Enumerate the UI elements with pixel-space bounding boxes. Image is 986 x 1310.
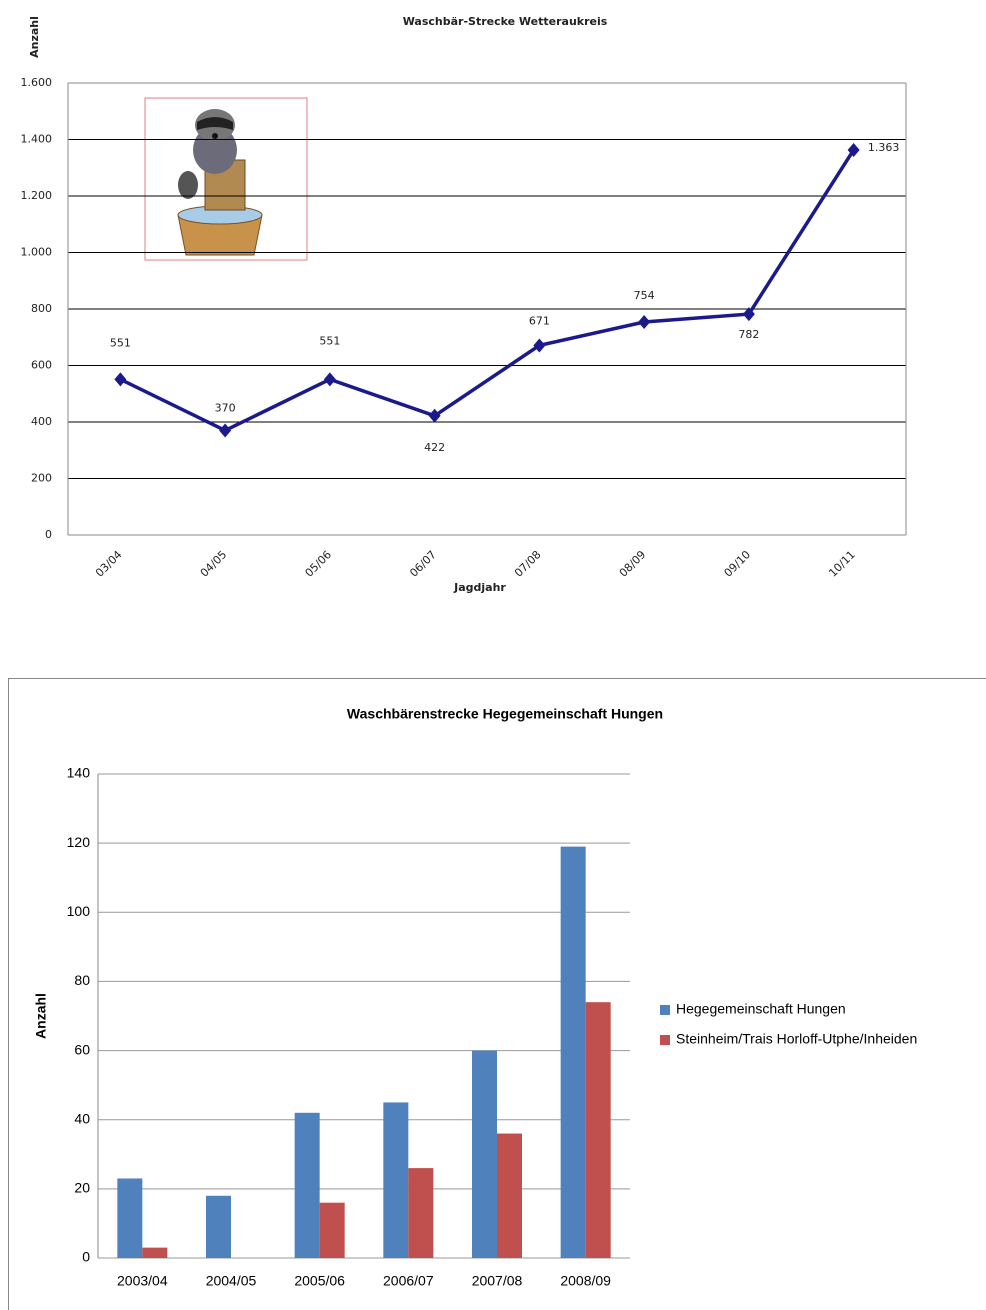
x-axis-title: Jagdjahr — [453, 581, 506, 594]
legend-label: Steinheim/Trais Horloff-Utphe/Inheiden — [676, 1031, 917, 1047]
bar — [206, 1195, 231, 1258]
data-label: 551 — [110, 336, 131, 349]
x-tick-label: 08/09 — [617, 548, 649, 580]
legend-swatch — [660, 1035, 670, 1045]
legend-swatch — [660, 1005, 670, 1015]
bar — [142, 1247, 168, 1258]
bar — [319, 1202, 345, 1258]
x-tick-label: 2008/09 — [560, 1273, 611, 1289]
data-point — [638, 314, 651, 329]
y-tick-label: 200 — [31, 472, 52, 485]
y-tick-label: 60 — [74, 1041, 90, 1057]
x-tick-label: 03/04 — [93, 548, 125, 580]
y-tick-label: 80 — [74, 972, 90, 988]
bar — [117, 1178, 143, 1258]
data-label: 754 — [634, 289, 655, 302]
y-tick-label: 1.600 — [21, 76, 53, 89]
data-label: 422 — [424, 441, 445, 454]
data-label: 551 — [319, 334, 340, 347]
y-tick-label: 1.000 — [21, 246, 53, 259]
y-tick-label: 140 — [67, 765, 91, 781]
bar — [408, 1168, 434, 1258]
x-tick-label: 2007/08 — [472, 1273, 523, 1289]
raccoon-picture — [177, 109, 263, 256]
legend-label: Hegegemeinschaft Hungen — [676, 1001, 846, 1017]
data-point — [219, 423, 232, 438]
y-tick-label: 1.400 — [21, 133, 53, 146]
data-point — [533, 338, 546, 353]
data-point — [847, 142, 860, 157]
x-tick-label: 2005/06 — [294, 1273, 345, 1289]
bar — [585, 1002, 611, 1258]
bar — [497, 1133, 522, 1258]
x-tick-label: 06/07 — [407, 548, 439, 580]
x-tick-label: 2004/05 — [206, 1273, 257, 1289]
data-line — [119, 149, 856, 433]
chart-title: Waschbär-Strecke Wetteraukreis — [403, 15, 608, 28]
line-chart: Waschbär-Strecke Wetteraukreis 0 200 400 600… — [21, 15, 907, 594]
x-tick-label: 04/05 — [198, 548, 230, 580]
bar — [294, 1112, 320, 1258]
y-tick-label: 120 — [67, 834, 91, 850]
x-tick-label: 09/10 — [722, 548, 754, 580]
y-tick-label: 800 — [31, 302, 52, 315]
data-point — [428, 408, 441, 423]
data-label: 671 — [529, 314, 550, 327]
data-point — [323, 372, 336, 387]
x-tick-label: 2003/04 — [117, 1273, 168, 1289]
y-tick-label: 0 — [45, 528, 52, 541]
y-axis-title: Anzahl — [28, 16, 41, 58]
y-tick-label: 0 — [82, 1249, 90, 1265]
y-tick-label: 100 — [67, 903, 91, 919]
data-label: 782 — [738, 328, 759, 341]
chart-border — [8, 678, 986, 1310]
y-tick-label: 600 — [31, 359, 52, 372]
data-label: 370 — [215, 401, 236, 414]
data-point — [114, 372, 127, 387]
y-tick-label: 20 — [74, 1180, 90, 1196]
x-tick-label: 2006/07 — [383, 1273, 434, 1289]
y-tick-label: 400 — [31, 415, 52, 428]
bar — [383, 1102, 409, 1258]
x-tick-label: 10/11 — [826, 548, 858, 580]
data-label: 1.363 — [868, 141, 900, 154]
x-tick-label: 07/08 — [512, 548, 544, 580]
bar-chart: Waschbärenstrecke Hegegemeinschaft Hunge… — [33, 706, 918, 1289]
x-tick-label: 05/06 — [303, 548, 335, 580]
bar — [560, 846, 586, 1258]
y-axis-title: Anzahl — [33, 993, 49, 1039]
chart-title: Waschbärenstrecke Hegegemeinschaft Hunge… — [347, 706, 663, 722]
data-point — [742, 307, 755, 322]
bar — [472, 1050, 497, 1258]
y-tick-label: 40 — [74, 1110, 90, 1126]
y-tick-label: 1.200 — [21, 189, 53, 202]
